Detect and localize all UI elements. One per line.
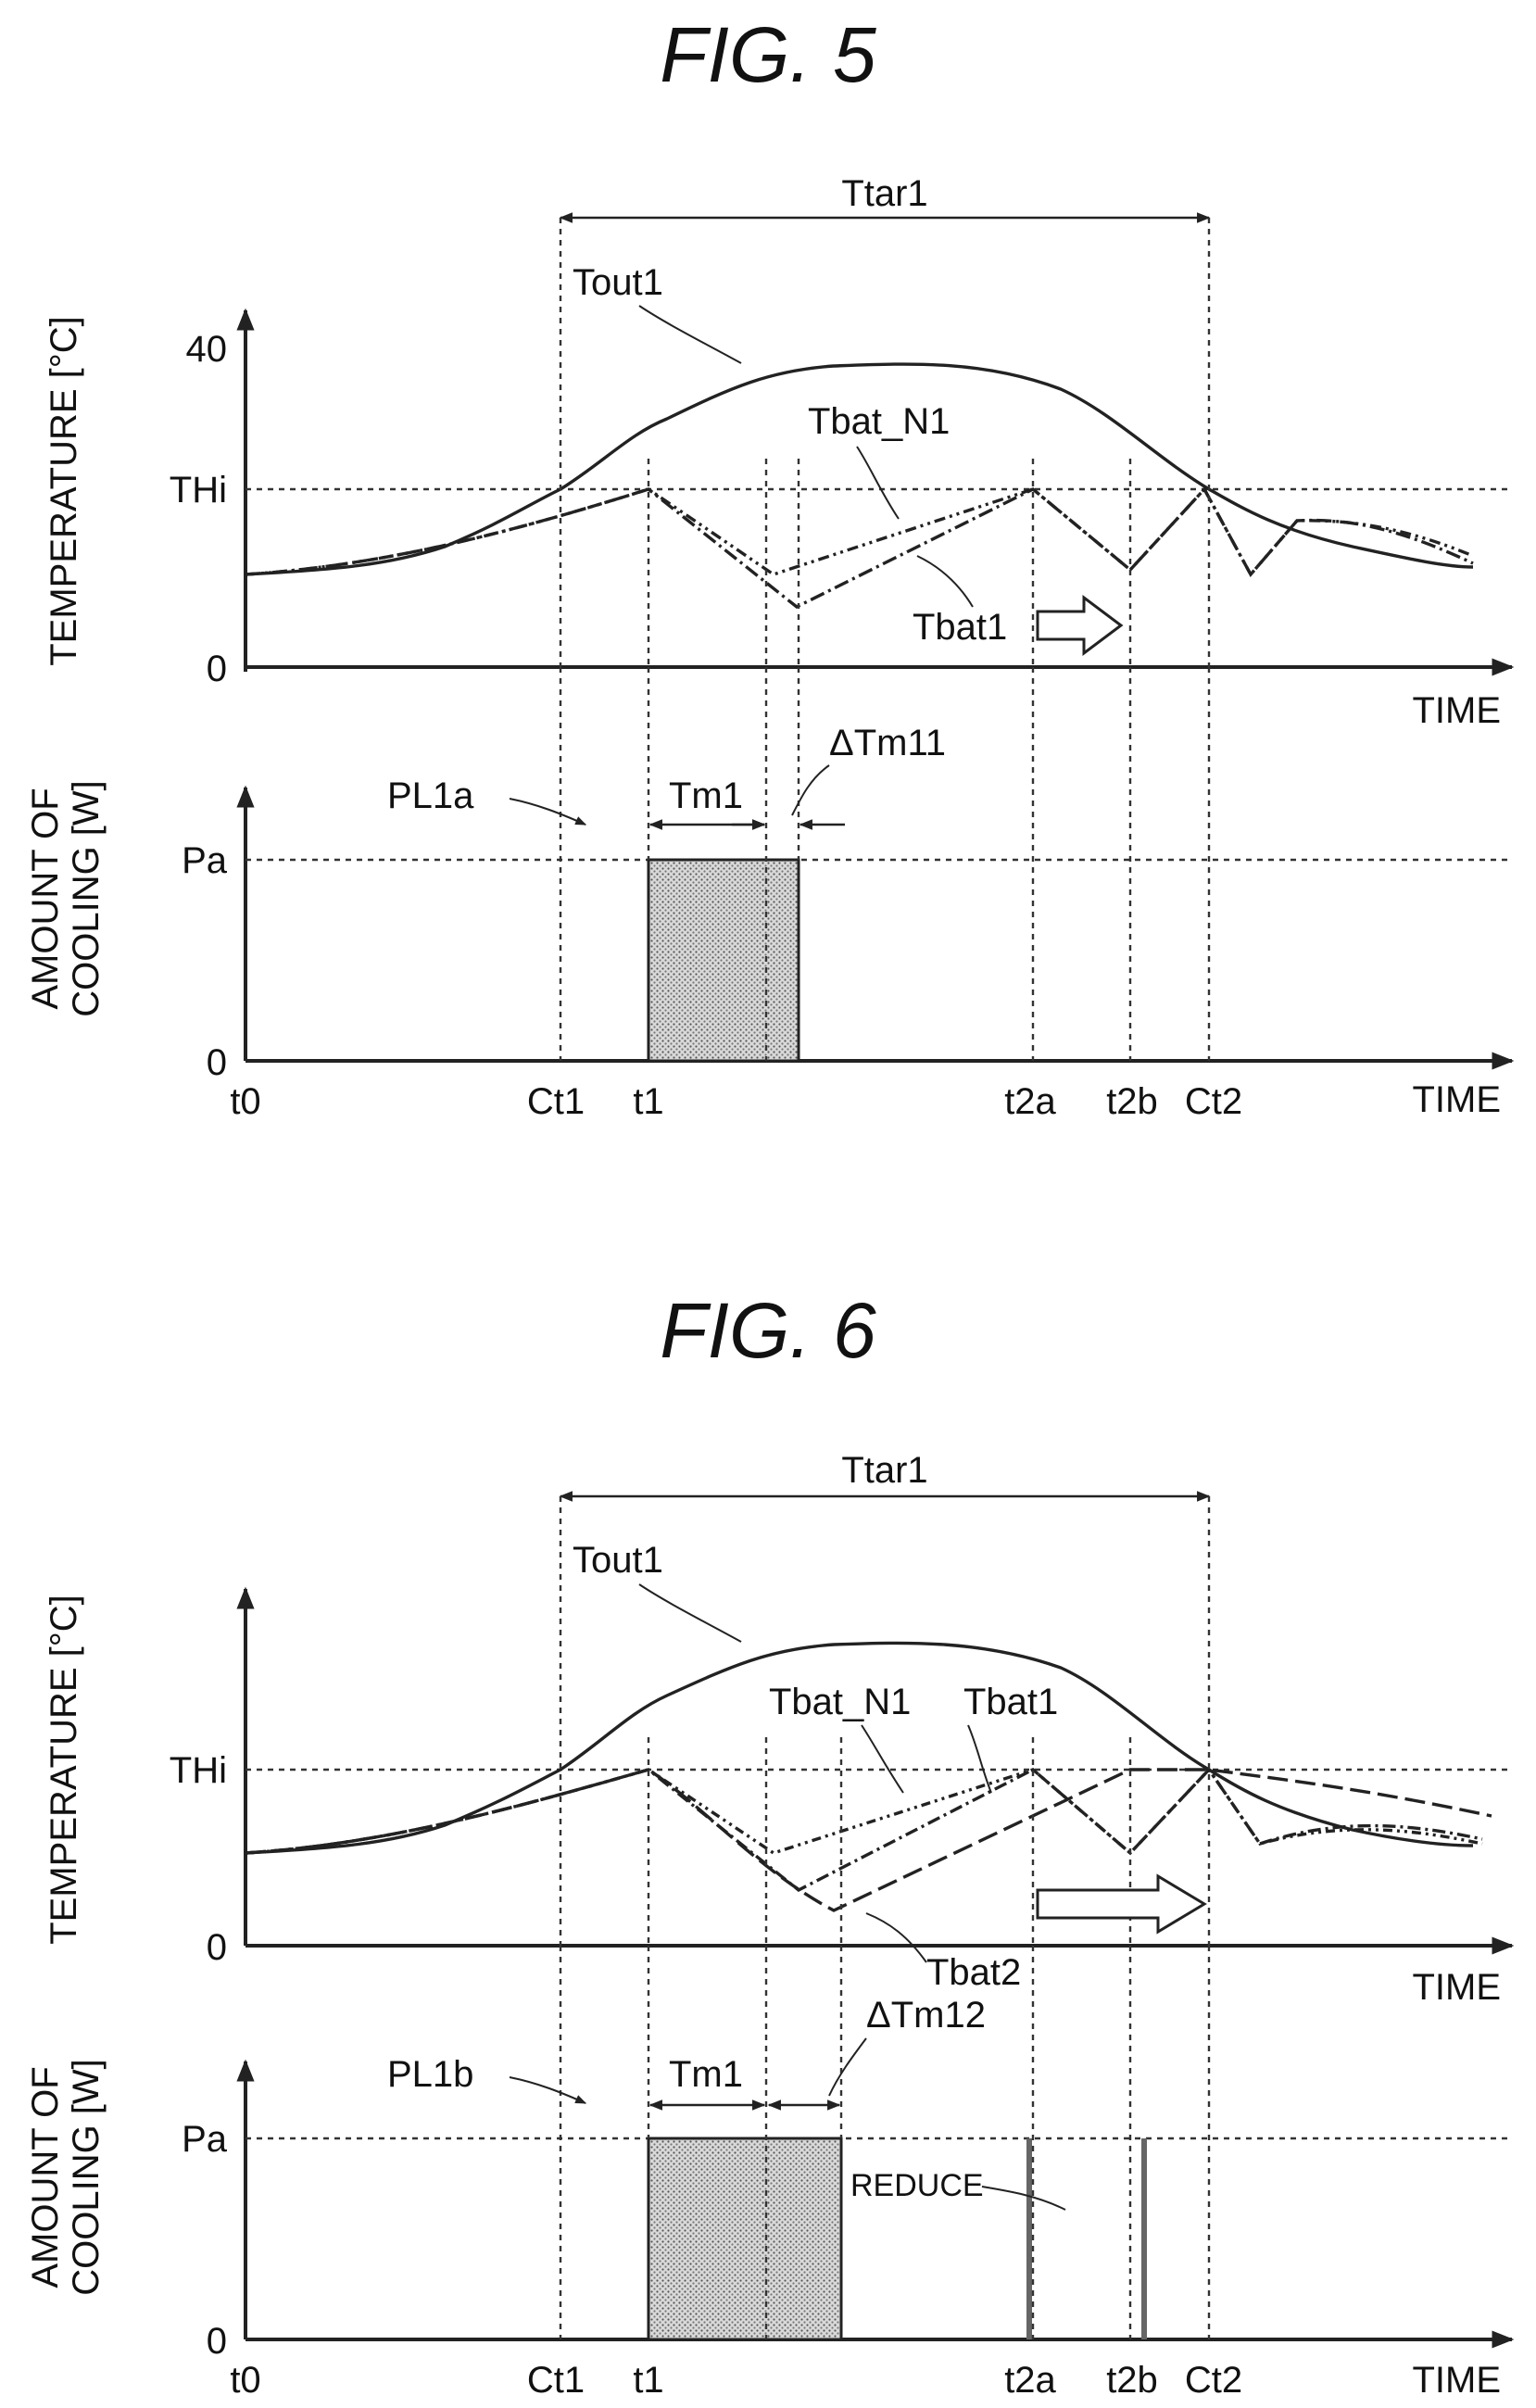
- reduce-label: REDUCE: [850, 2168, 984, 2203]
- tbat-n-leader: [861, 1724, 904, 1794]
- dtm-label: ΔTm12: [866, 1995, 986, 2036]
- pl-leader: [509, 798, 587, 826]
- x-axis-label: TIME: [1412, 2360, 1501, 2401]
- tout-label: Tout1: [573, 262, 663, 303]
- x-tick-t2a: t2a: [1004, 2360, 1056, 2401]
- x-tick-ct1: Ct1: [527, 1081, 585, 1122]
- x-tick-t2a: t2a: [1004, 1081, 1056, 1122]
- y-tick-thi: THi: [170, 1750, 227, 1791]
- y-tick-thi: THi: [170, 470, 227, 511]
- x-axis-label: TIME: [1412, 690, 1501, 731]
- cooling-chart: Pa 0 AMOUNT OF COOLING [W] TIME Tm1 ΔTm1…: [25, 667, 1515, 1122]
- figure-6: FIG. 6 THi 0 TEMPERATURE [°C] TIME Ttar1…: [25, 1287, 1515, 2401]
- dtm-leader: [828, 2037, 867, 2097]
- temperature-chart: THi 0 TEMPERATURE [°C] TIME Ttar1 Tout1 …: [44, 1450, 1515, 2008]
- pl-label: PL1a: [387, 775, 474, 816]
- y-axis-label-line2: COOLING [W]: [66, 2059, 107, 2296]
- x-tick-ct2: Ct2: [1185, 2360, 1242, 2401]
- x-axis-label: TIME: [1412, 1967, 1501, 2008]
- x-tick-t2b: t2b: [1106, 1081, 1158, 1122]
- tout-curve: [245, 362, 1474, 576]
- dtm-label: ΔTm11: [829, 723, 946, 763]
- figure-title: FIG. 5: [660, 11, 876, 98]
- x-tick-ct1: Ct1: [527, 2360, 585, 2401]
- shift-right-arrow: [1036, 1873, 1207, 1935]
- tbat-leader: [916, 555, 974, 608]
- tbat-n1-curve: [245, 486, 1474, 577]
- tout-curve: [245, 1641, 1474, 1855]
- cooling-block: [647, 2137, 843, 2341]
- tbat-n1-curve: [245, 1767, 1483, 1856]
- y-axis-label-line1: AMOUNT OF: [25, 788, 66, 1009]
- tbat-label: Tbat1: [913, 607, 1007, 648]
- x-tick-t1: t1: [633, 2360, 663, 2401]
- tbat-n-label: Tbat_N1: [769, 1682, 911, 1722]
- ttar-label: Ttar1: [841, 1450, 927, 1491]
- pl-leader: [509, 2076, 587, 2104]
- y-axis-label-line1: AMOUNT OF: [25, 2066, 66, 2288]
- tbat2-curve: [245, 1768, 1492, 1912]
- cooling-chart: Pa 0 AMOUNT OF COOLING [W] TIME Tm1 ΔTm1…: [25, 1946, 1515, 2401]
- figure-title: FIG. 6: [660, 1287, 876, 1374]
- tm-label: Tm1: [669, 2054, 743, 2095]
- reduced-cooling-mark-t2b: [1141, 2138, 1147, 2339]
- y-tick-pa: Pa: [182, 2119, 228, 2160]
- figure-5: FIG. 5 40 THi 0 TEMPERATURE [°C] TIME Tt…: [25, 11, 1515, 1122]
- tbat-label: Tbat1: [963, 1682, 1058, 1722]
- reduced-cooling-mark-t2a: [1026, 2138, 1032, 2339]
- tbat-n-leader: [856, 446, 900, 520]
- tout-leader: [638, 1583, 742, 1643]
- y-tick-0: 0: [207, 649, 227, 689]
- temperature-chart: 40 THi 0 TEMPERATURE [°C] TIME Ttar1 Tou…: [44, 173, 1515, 731]
- tout-leader: [638, 305, 742, 364]
- x-tick-t2b: t2b: [1106, 2360, 1158, 2401]
- shift-right-arrow: [1036, 595, 1124, 656]
- dtm-leader: [791, 764, 830, 816]
- x-tick-t0: t0: [230, 1081, 260, 1122]
- tm-label: Tm1: [669, 775, 743, 816]
- tbat-n-label: Tbat_N1: [808, 401, 950, 442]
- y-tick-0: 0: [207, 1927, 227, 1968]
- pl-label: PL1b: [387, 2054, 473, 2095]
- ttar-label: Ttar1: [841, 173, 927, 214]
- y-tick-pa: Pa: [182, 840, 228, 881]
- tbat2-label: Tbat2: [926, 1952, 1021, 1993]
- y-tick-40: 40: [186, 329, 228, 370]
- tbat1-curve: [245, 486, 1474, 610]
- tout-label: Tout1: [573, 1540, 663, 1581]
- x-tick-t1: t1: [633, 1081, 663, 1122]
- y-tick-0: 0: [207, 1042, 227, 1083]
- y-axis-label: TEMPERATURE [°C]: [44, 316, 84, 666]
- y-axis-label-line2: COOLING [W]: [66, 780, 107, 1017]
- x-tick-ct2: Ct2: [1185, 1081, 1242, 1122]
- x-axis-label: TIME: [1412, 1079, 1501, 1120]
- reduce-leader: [981, 2186, 1066, 2211]
- tbat2-leader: [865, 1912, 927, 1963]
- x-tick-t0: t0: [230, 2360, 260, 2401]
- tbat-leader: [967, 1724, 992, 1794]
- y-tick-0: 0: [207, 2321, 227, 2362]
- cooling-block: [647, 858, 800, 1063]
- y-axis-label: TEMPERATURE [°C]: [44, 1595, 84, 1945]
